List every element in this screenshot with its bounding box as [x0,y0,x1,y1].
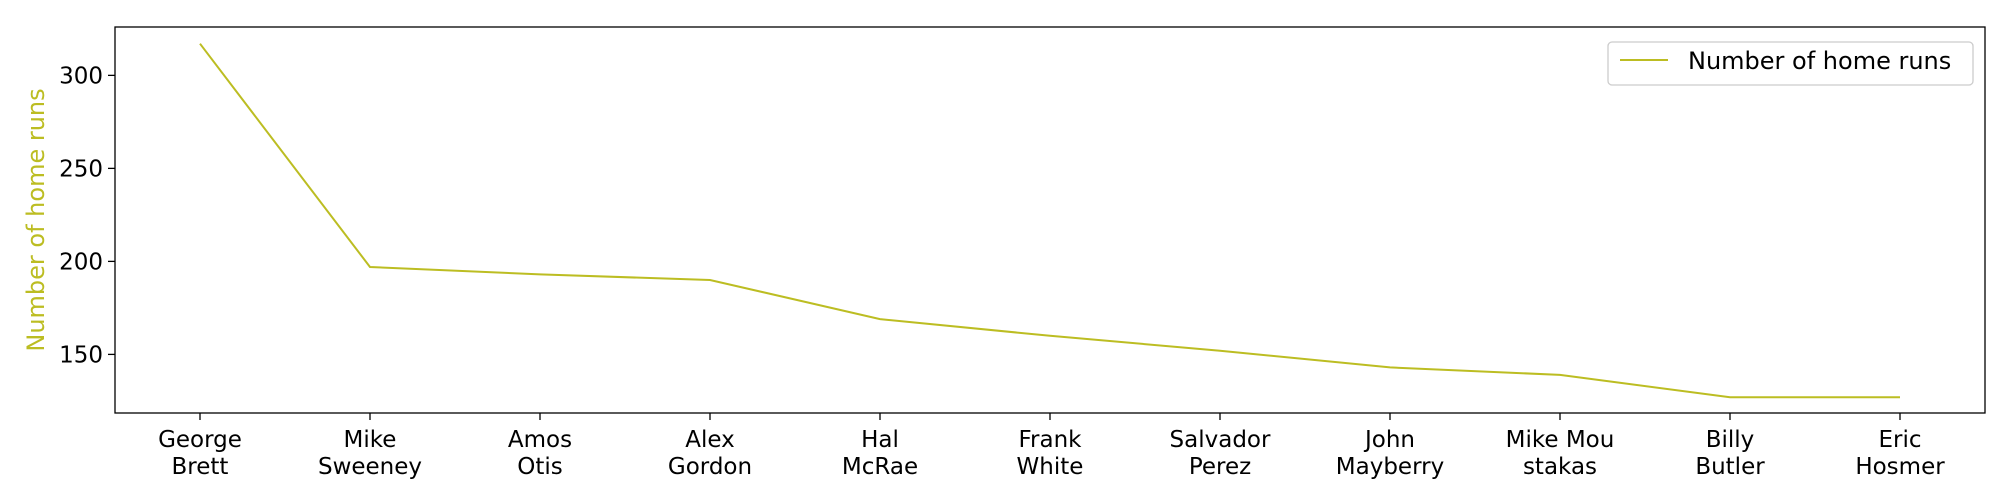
x-tick-label: John Mayberry [1336,427,1444,480]
legend: Number of home runs [1607,41,1974,86]
y-tick-label: 200 [59,249,103,275]
x-tick-label: Mike Sweeney [318,427,422,480]
y-axis-label: Number of home runs [22,88,50,351]
x-tick-label: Billy Butler [1695,427,1765,480]
x-tick-label: Amos Otis [508,427,572,480]
y-tick-label: 250 [59,156,103,182]
series-line [199,43,1900,399]
legend-label: Number of home runs [1688,47,1951,75]
y-tick-label: 300 [59,63,103,89]
x-tick-label: Hal McRae [842,427,918,480]
x-tick-label: Alex Gordon [668,427,752,480]
x-tick-label: Frank White [1017,427,1084,480]
y-tick-label: 150 [59,342,103,368]
x-tick-label: Mike Mou stakas [1506,427,1615,480]
plot-area: 150 200 250 300 George Brett Mike Sweeney Amos Ot… [59,26,1986,480]
x-tick-label: George Brett [158,427,242,480]
x-tick-label: Eric Hosmer [1855,427,1945,480]
x-tick-label: Salvador Perez [1170,427,1271,480]
legend-box [1607,41,1974,86]
